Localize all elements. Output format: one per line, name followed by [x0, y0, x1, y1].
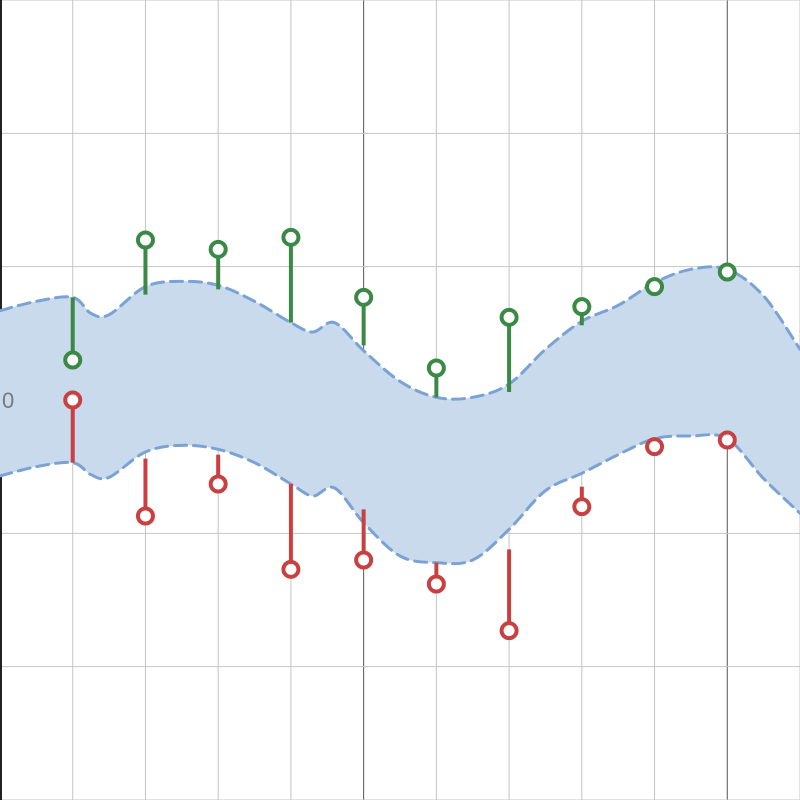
upper-marker-9: [717, 262, 737, 282]
lower-marker-2: [208, 474, 228, 494]
tick-labels: 0: [2, 388, 14, 413]
y-tick-label-0: 0: [2, 388, 14, 413]
upper-marker-6: [499, 307, 519, 327]
upper-marker-1: [135, 230, 155, 250]
upper-marker-2: [208, 239, 228, 259]
lower-marker-8: [645, 437, 665, 457]
upper-marker-3: [281, 227, 301, 247]
lower-marker-3: [281, 559, 301, 579]
band-fill: [0, 266, 800, 564]
upper-marker-4: [354, 287, 374, 307]
lower-marker-6: [499, 621, 519, 641]
upper-marker-0: [63, 350, 83, 370]
lower-marker-4: [354, 550, 374, 570]
lower-marker-7: [572, 497, 592, 517]
lower-marker-1: [135, 506, 155, 526]
upper-marker-7: [572, 297, 592, 317]
lower-marker-5: [426, 574, 446, 594]
confidence-band: [0, 265, 800, 566]
lower-marker-9: [717, 430, 737, 450]
lower-marker-0: [63, 390, 83, 410]
upper-marker-8: [645, 277, 665, 297]
stems: [63, 227, 737, 641]
upper-marker-5: [426, 358, 446, 378]
